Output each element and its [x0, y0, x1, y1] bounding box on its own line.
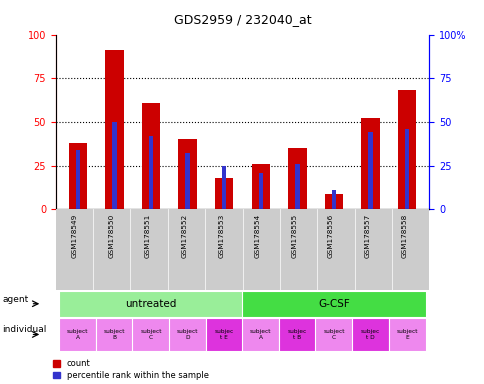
Text: GSM178557: GSM178557: [364, 214, 370, 258]
Text: individual: individual: [2, 325, 46, 334]
Text: GSM178553: GSM178553: [218, 214, 224, 258]
Text: subject
C: subject C: [140, 329, 161, 340]
Bar: [287, 148, 306, 209]
Text: GSM178556: GSM178556: [327, 214, 333, 258]
Bar: [76, 150, 80, 209]
Text: GSM178552: GSM178552: [181, 214, 187, 258]
Text: untreated: untreated: [125, 299, 176, 309]
Bar: [222, 166, 226, 209]
Text: GDS2959 / 232040_at: GDS2959 / 232040_at: [173, 13, 311, 26]
Bar: [251, 164, 270, 209]
Bar: [258, 172, 262, 209]
Legend: count, percentile rank within the sample: count, percentile rank within the sample: [53, 359, 209, 380]
Bar: [214, 178, 233, 209]
Bar: [112, 122, 116, 209]
Bar: [331, 190, 335, 209]
Bar: [397, 91, 416, 209]
Text: G-CSF: G-CSF: [318, 299, 349, 309]
Bar: [361, 118, 379, 209]
Text: subject
E: subject E: [396, 329, 417, 340]
Text: GSM178551: GSM178551: [145, 214, 151, 258]
Text: GSM178549: GSM178549: [72, 214, 77, 258]
Bar: [185, 153, 189, 209]
Text: GSM178550: GSM178550: [108, 214, 114, 258]
Text: subjec
t D: subjec t D: [360, 329, 379, 340]
Text: subjec
t B: subjec t B: [287, 329, 306, 340]
Text: subject
A: subject A: [250, 329, 271, 340]
Text: subject
D: subject D: [177, 329, 198, 340]
Text: subject
A: subject A: [67, 329, 88, 340]
Bar: [324, 194, 343, 209]
Text: subject
C: subject C: [323, 329, 344, 340]
Text: subject
B: subject B: [104, 329, 125, 340]
Bar: [141, 103, 160, 209]
Bar: [368, 132, 372, 209]
Bar: [178, 139, 197, 209]
Bar: [404, 129, 408, 209]
Bar: [68, 143, 87, 209]
Text: GSM178558: GSM178558: [400, 214, 407, 258]
Bar: [105, 50, 123, 209]
Text: agent: agent: [2, 295, 29, 304]
Text: GSM178554: GSM178554: [254, 214, 260, 258]
Bar: [295, 164, 299, 209]
Bar: [149, 136, 153, 209]
Text: subjec
t E: subjec t E: [214, 329, 233, 340]
Text: GSM178555: GSM178555: [291, 214, 297, 258]
